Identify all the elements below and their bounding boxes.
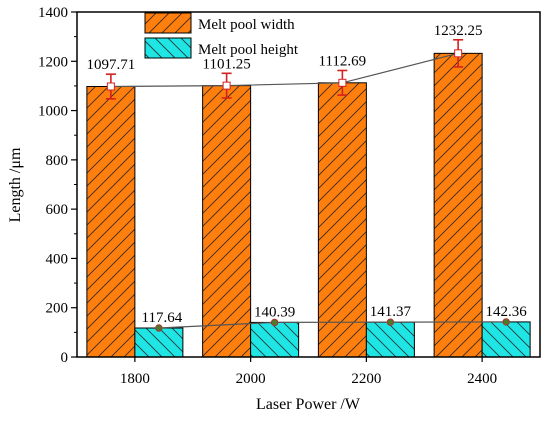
data-label-width-2200: 1112.69 xyxy=(319,53,367,69)
marker-width-2400 xyxy=(454,49,463,58)
x-tick-label-2000: 2000 xyxy=(236,371,266,387)
marker-width-1800 xyxy=(106,82,115,91)
data-label-width-2000: 1101.25 xyxy=(203,56,251,72)
legend: Melt pool width Melt pool height xyxy=(144,12,299,59)
trend-line-width xyxy=(110,52,459,88)
y-tick-label-1000: 1000 xyxy=(38,104,68,120)
y-axis-title: Length /μm xyxy=(7,147,24,222)
plot-area xyxy=(86,38,531,358)
data-labels: 1097.71 1101.25 1112.69 1232.25 117.64 140.39… xyxy=(87,23,528,326)
data-label-height-2000: 140.39 xyxy=(254,304,295,320)
trend-line-height xyxy=(158,321,507,329)
bar-height-2400 xyxy=(481,321,531,358)
data-label-height-2200: 141.37 xyxy=(370,304,412,320)
y-tick-label-600: 600 xyxy=(46,202,69,218)
legend-swatch-width xyxy=(144,12,192,34)
axes: 0 200 400 600 800 1000 1200 1400 1800 2000 2200 240… xyxy=(38,5,541,387)
data-label-height-2400: 142.36 xyxy=(486,304,528,320)
marker-height-1800 xyxy=(155,324,163,332)
y-tick-label-800: 800 xyxy=(46,153,69,169)
marker-width-2000 xyxy=(222,81,231,90)
y-tick-label-400: 400 xyxy=(46,251,69,267)
data-label-height-1800: 117.64 xyxy=(142,310,183,326)
marker-height-2200 xyxy=(386,318,395,326)
bar-height-1800 xyxy=(134,327,184,358)
bar-width-1800 xyxy=(86,85,136,358)
legend-swatch-height xyxy=(144,37,192,59)
data-label-width-1800: 1097.71 xyxy=(87,57,136,73)
y-tick-label-200: 200 xyxy=(46,301,69,317)
x-tick-label-2400: 2400 xyxy=(467,371,497,387)
data-label-width-2400: 1232.25 xyxy=(434,23,483,39)
marker-width-2200 xyxy=(338,78,347,87)
y-tick-label-1200: 1200 xyxy=(38,54,68,70)
marker-height-2000 xyxy=(270,318,279,327)
bar-width-2000 xyxy=(202,85,252,358)
legend-label-height: Melt pool height xyxy=(198,42,299,58)
y-tick-label-0: 0 xyxy=(61,350,69,366)
marker-height-2400 xyxy=(502,318,510,326)
bar-height-2200 xyxy=(365,321,415,358)
bar-height-2000 xyxy=(250,321,300,358)
x-tick-label-2200: 2200 xyxy=(351,371,381,387)
bar-width-2200 xyxy=(317,82,367,358)
x-axis-title: Laser Power /W xyxy=(256,396,361,413)
y-tick-label-1400: 1400 xyxy=(38,5,68,21)
x-tick-label-1800: 1800 xyxy=(120,371,150,387)
bar-width-2400 xyxy=(433,52,483,358)
legend-label-width: Melt pool width xyxy=(198,17,295,33)
